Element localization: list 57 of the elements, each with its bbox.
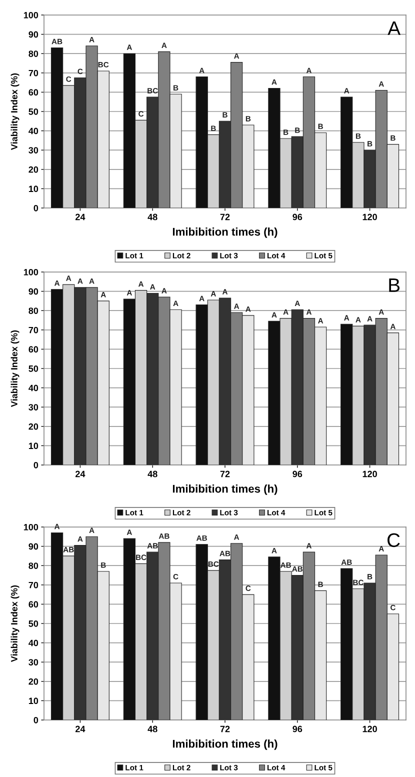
y-tick-label: 10 bbox=[28, 442, 38, 450]
y-axis-title: Viability Index (%) bbox=[10, 585, 20, 662]
x-tick-label: 120 bbox=[362, 726, 377, 732]
y-tick-label: 70 bbox=[28, 582, 38, 588]
y-tick-label: 100 bbox=[24, 268, 38, 276]
x-tick-label: 96 bbox=[292, 726, 302, 732]
y-tick-label: 70 bbox=[28, 326, 38, 334]
y-tick-label: 90 bbox=[28, 31, 38, 38]
annotation: A bbox=[388, 22, 401, 35]
y-tick-label: 50 bbox=[28, 108, 38, 115]
y-tick-label: 20 bbox=[28, 423, 38, 430]
y-tick-label: 20 bbox=[28, 166, 38, 173]
x-tick-label: 72 bbox=[220, 214, 230, 220]
x-tick-label: 48 bbox=[148, 214, 158, 220]
x-tick-label: 120 bbox=[362, 214, 377, 220]
y-tick-label: 10 bbox=[28, 698, 38, 704]
y-tick-label: 60 bbox=[28, 89, 38, 96]
y-tick-label: 0 bbox=[34, 716, 38, 724]
y-tick-label: 100 bbox=[24, 12, 38, 18]
annotation: B bbox=[389, 278, 400, 292]
y-tick-label: 80 bbox=[28, 308, 38, 314]
y-tick-label: 60 bbox=[28, 346, 38, 353]
y-tick-label: 30 bbox=[28, 659, 38, 666]
y-tick-label: 30 bbox=[28, 147, 38, 154]
y-tick-label: 60 bbox=[28, 601, 38, 608]
x-tick-label: 72 bbox=[220, 726, 230, 732]
y-tick-label: 80 bbox=[28, 562, 38, 569]
x-tick-label: 24 bbox=[75, 726, 86, 732]
y-tick-label: 70 bbox=[28, 70, 38, 76]
y-tick-label: 100 bbox=[24, 524, 38, 530]
x-axis-title: Imibibition times (h) bbox=[172, 740, 278, 750]
x-tick-label: 48 bbox=[148, 470, 158, 478]
x-tick-label: 96 bbox=[292, 470, 302, 478]
y-tick-label: 10 bbox=[28, 186, 38, 192]
x-axis-title: Imibibition times (h) bbox=[172, 228, 278, 238]
x-tick-label: 96 bbox=[292, 214, 302, 220]
x-tick-label: 24 bbox=[75, 214, 86, 220]
y-tick-label: 40 bbox=[28, 640, 38, 646]
x-axis-title: Imibibition times (h) bbox=[172, 484, 278, 495]
x-tick-label: 120 bbox=[362, 470, 377, 478]
y-axis-title: Viability Index (%) bbox=[10, 73, 20, 150]
y-tick-label: 50 bbox=[28, 620, 38, 627]
annotation: C bbox=[388, 533, 400, 548]
y-tick-label: 30 bbox=[28, 404, 38, 410]
y-tick-label: 40 bbox=[28, 128, 38, 134]
y-tick-label: 20 bbox=[28, 678, 38, 685]
x-tick-label: 48 bbox=[148, 726, 158, 732]
y-tick-label: 80 bbox=[28, 50, 38, 57]
y-tick-label: 0 bbox=[34, 462, 38, 468]
y-tick-label: 50 bbox=[28, 365, 38, 372]
y-axis-title: Viability Index (%) bbox=[10, 330, 20, 407]
y-tick-label: 0 bbox=[34, 204, 38, 212]
y-tick-label: 90 bbox=[28, 543, 38, 550]
y-tick-label: 40 bbox=[28, 384, 38, 392]
x-tick-label: 72 bbox=[220, 470, 230, 478]
x-tick-label: 24 bbox=[75, 470, 86, 478]
y-tick-label: 90 bbox=[28, 288, 38, 295]
